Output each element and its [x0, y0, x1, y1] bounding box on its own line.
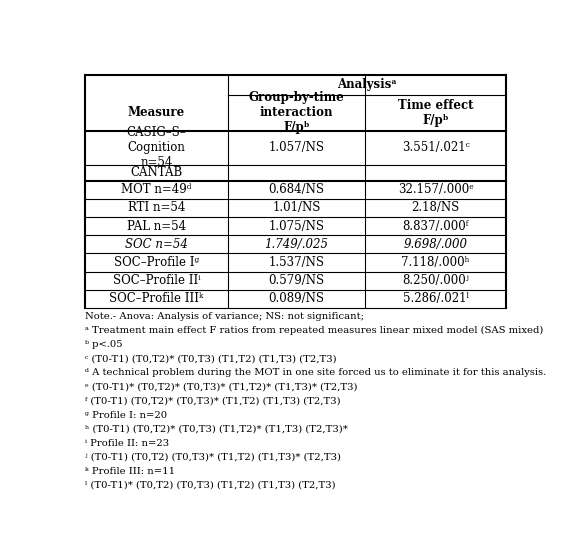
Text: ᵃ Treatment main effect F ratios from repeated measures linear mixed model (SAS : ᵃ Treatment main effect F ratios from re…: [84, 326, 543, 335]
Text: ᵏ Profile III: n=11: ᵏ Profile III: n=11: [84, 467, 174, 476]
Text: 2.18/NS: 2.18/NS: [412, 201, 460, 214]
Text: ˡ (T0-T1)* (T0,T2) (T0,T3) (T1,T2) (T1,T3) (T2,T3): ˡ (T0-T1)* (T0,T2) (T0,T3) (T1,T2) (T1,T…: [84, 481, 335, 490]
Text: 0.089/NS: 0.089/NS: [268, 292, 324, 306]
Text: ᵉ (T0-T1)* (T0,T2)* (T0,T3)* (T1,T2)* (T1,T3)* (T2,T3): ᵉ (T0-T1)* (T0,T2)* (T0,T3)* (T1,T2)* (T…: [84, 382, 357, 391]
Text: ʲ (T0-T1) (T0,T2) (T0,T3)* (T1,T2) (T1,T3)* (T2,T3): ʲ (T0-T1) (T0,T2) (T0,T3)* (T1,T2) (T1,T…: [84, 453, 340, 462]
Text: 8.250/.000ʲ: 8.250/.000ʲ: [402, 274, 469, 287]
Text: SOC–Profile IIⁱ: SOC–Profile IIⁱ: [113, 274, 200, 287]
Text: 7.118/.000ʰ: 7.118/.000ʰ: [401, 256, 470, 269]
Text: 1.749/.025: 1.749/.025: [264, 238, 328, 251]
Text: 32.157/.000ᵉ: 32.157/.000ᵉ: [398, 183, 474, 196]
Text: 0.579/NS: 0.579/NS: [268, 274, 324, 287]
Text: CANTAB: CANTAB: [131, 166, 182, 179]
Text: Measure: Measure: [128, 106, 185, 119]
Text: 1.01/NS: 1.01/NS: [272, 201, 321, 214]
Text: SOC n=54: SOC n=54: [125, 238, 188, 251]
Text: 1.057/NS: 1.057/NS: [268, 141, 324, 155]
Text: 1.537/NS: 1.537/NS: [268, 256, 324, 269]
Text: 9.698/.000: 9.698/.000: [404, 238, 468, 251]
Text: PAL n=54: PAL n=54: [127, 220, 186, 233]
Text: CASIG–S–
Cognition
n=54: CASIG–S– Cognition n=54: [127, 127, 186, 170]
Text: SOC–Profile IIIᵏ: SOC–Profile IIIᵏ: [109, 292, 203, 306]
Text: Analysisᵃ: Analysisᵃ: [337, 78, 397, 91]
Text: ⁱ Profile II: n=23: ⁱ Profile II: n=23: [84, 439, 169, 448]
Text: ᶜ (T0-T1) (T0,T2)* (T0,T3) (T1,T2) (T1,T3) (T2,T3): ᶜ (T0-T1) (T0,T2)* (T0,T3) (T1,T2) (T1,T…: [84, 354, 336, 364]
Text: ᵇ p<.05: ᵇ p<.05: [84, 340, 122, 349]
Text: 0.684/NS: 0.684/NS: [268, 183, 324, 196]
Text: ʰ (T0-T1) (T0,T2)* (T0,T3) (T1,T2)* (T1,T3) (T2,T3)*: ʰ (T0-T1) (T0,T2)* (T0,T3) (T1,T2)* (T1,…: [84, 425, 347, 433]
Text: ᵍ Profile I: n=20: ᵍ Profile I: n=20: [84, 410, 166, 419]
Text: 5.286/.021ˡ: 5.286/.021ˡ: [402, 292, 469, 306]
Text: Group-by-time
interaction
F/pᵇ: Group-by-time interaction F/pᵇ: [249, 91, 344, 134]
Text: 3.551/.021ᶜ: 3.551/.021ᶜ: [402, 141, 470, 155]
Text: ᶠ (T0-T1) (T0,T2)* (T0,T3)* (T1,T2) (T1,T3) (T2,T3): ᶠ (T0-T1) (T0,T2)* (T0,T3)* (T1,T2) (T1,…: [84, 396, 340, 405]
Text: MOT n=49ᵈ: MOT n=49ᵈ: [121, 183, 192, 196]
Text: Time effect
F/pᵇ: Time effect F/pᵇ: [398, 99, 474, 127]
Text: ᵈ A technical problem during the MOT in one site forced us to eliminate it for t: ᵈ A technical problem during the MOT in …: [84, 368, 545, 378]
Text: Note.- Anova: Analysis of variance; NS: not significant;: Note.- Anova: Analysis of variance; NS: …: [84, 312, 364, 321]
Text: 8.837/.000ᶠ: 8.837/.000ᶠ: [402, 220, 469, 233]
Text: SOC–Profile Iᵍ: SOC–Profile Iᵍ: [114, 256, 199, 269]
Text: RTI n=54: RTI n=54: [128, 201, 185, 214]
Text: 1.075/NS: 1.075/NS: [268, 220, 324, 233]
